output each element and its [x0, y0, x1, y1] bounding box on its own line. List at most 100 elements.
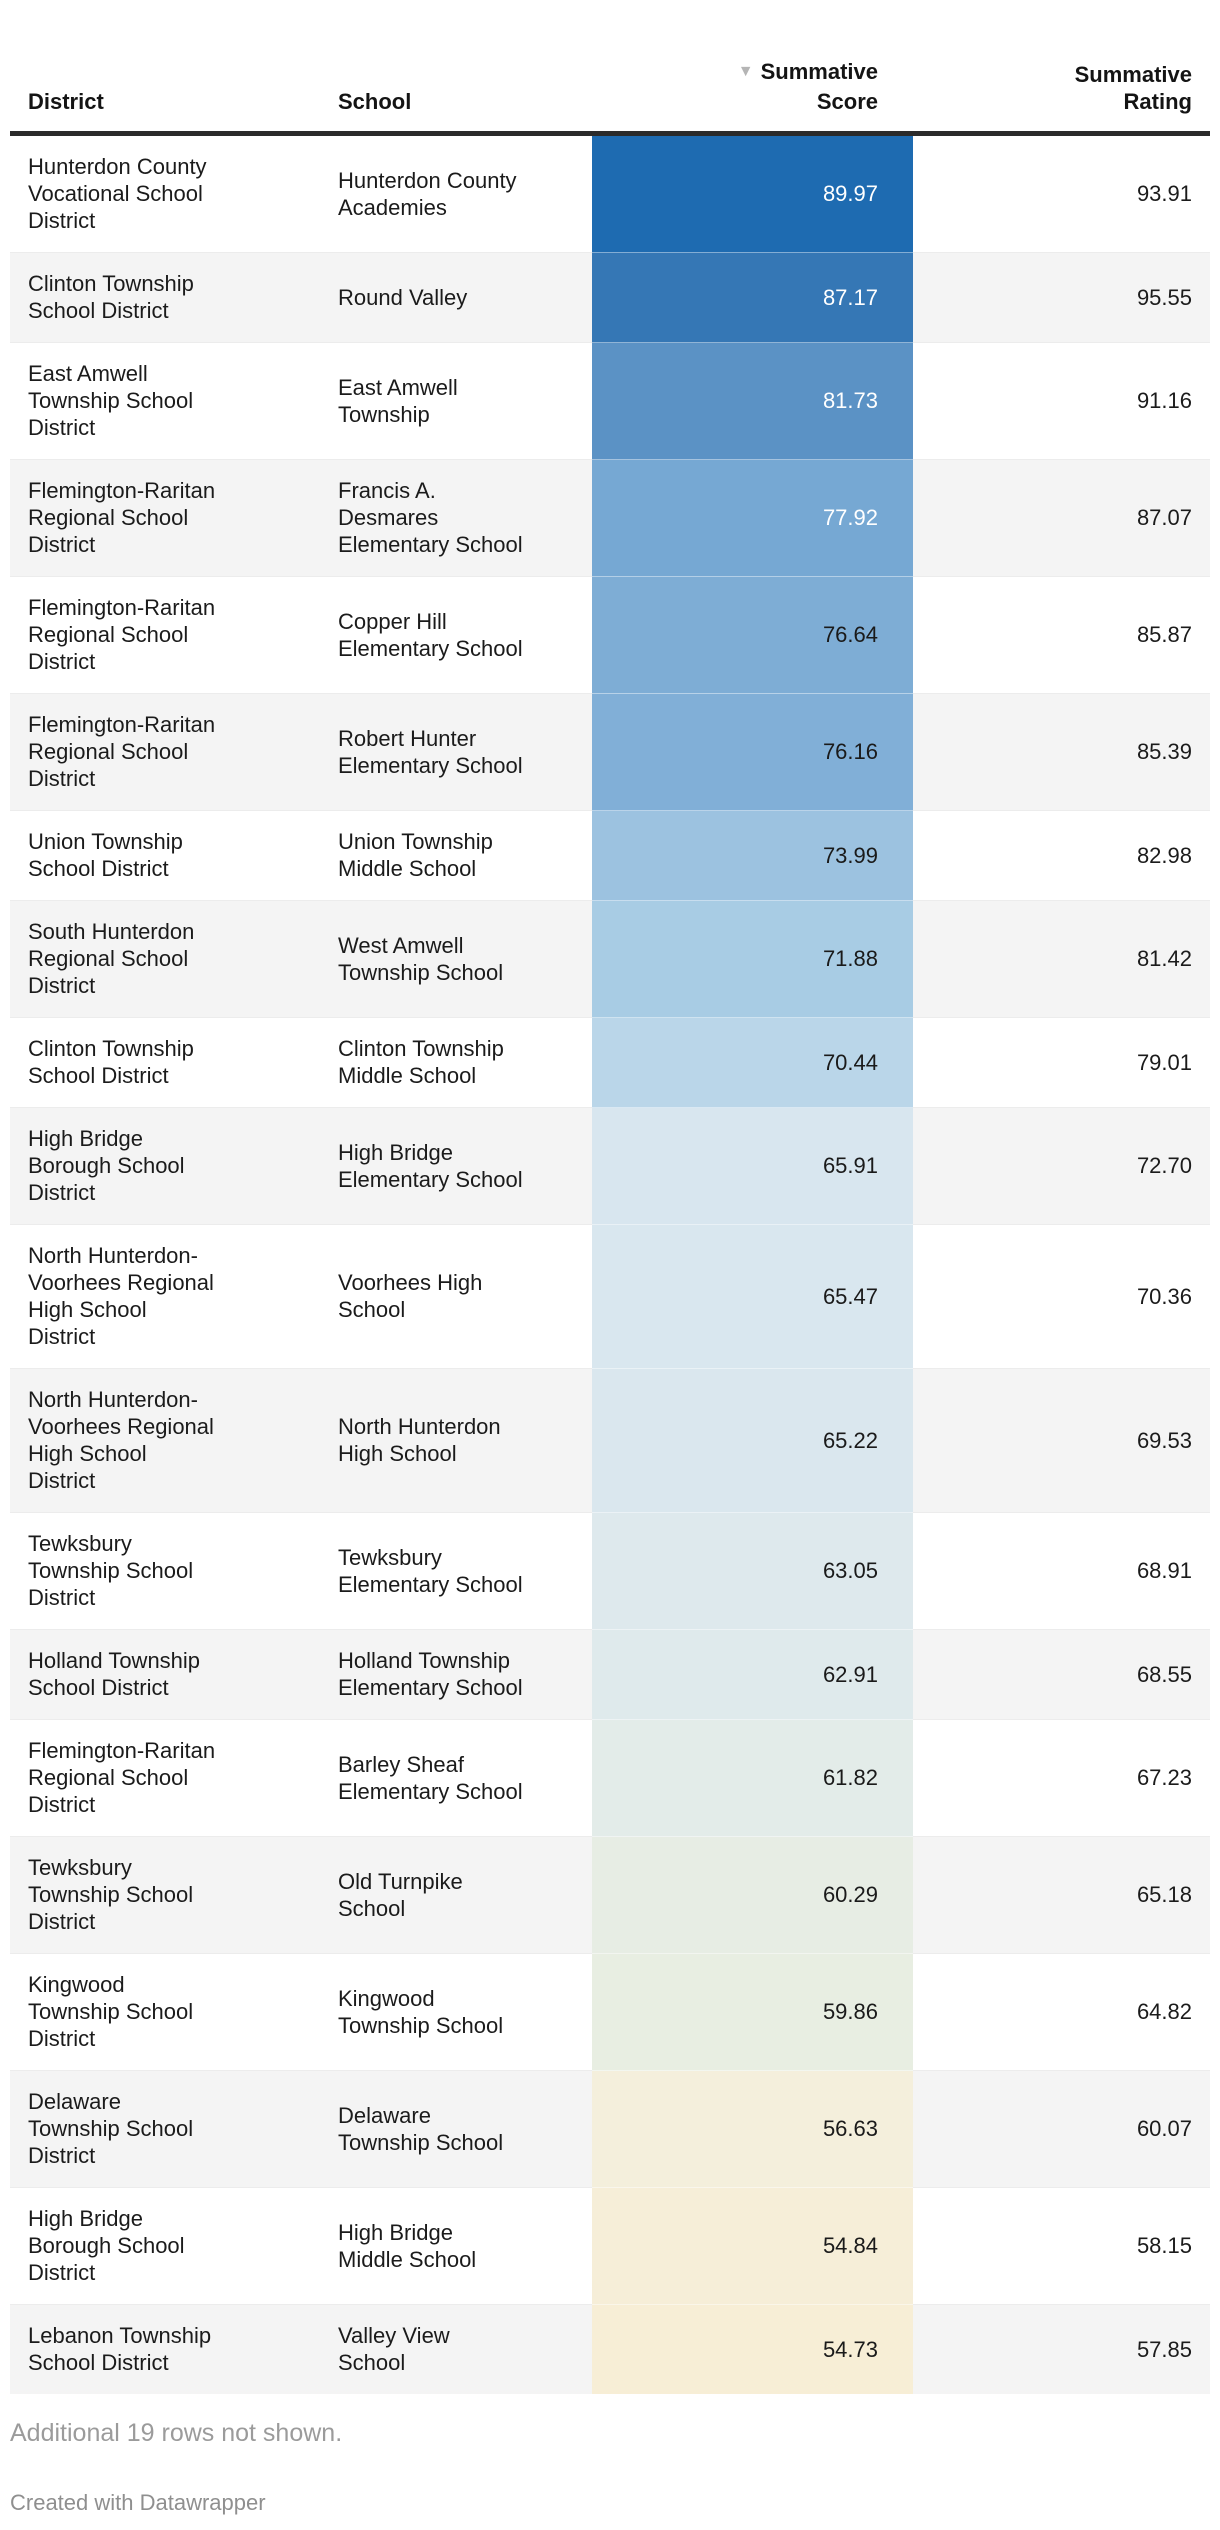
- table-row: Union Township School District Union Town…: [10, 810, 1210, 901]
- summative-score-cell: 54.84: [592, 2187, 913, 2305]
- district-cell: Clinton Township School District: [10, 252, 320, 343]
- district-cell: North Hunterdon- Voorhees Regional High …: [10, 1224, 320, 1369]
- table-row: Kingwood Township School District Kingwoo…: [10, 1953, 1210, 2071]
- school-cell: East Amwell Township: [320, 342, 592, 460]
- sort-descending-icon: ▼: [737, 63, 754, 80]
- district-cell: South Hunterdon Regional School District: [10, 900, 320, 1018]
- summative-rating-cell: 60.07: [913, 2070, 1210, 2188]
- summative-score-cell: 70.44: [592, 1017, 913, 1108]
- summative-score-cell: 76.16: [592, 693, 913, 811]
- rows-not-shown-note: Additional 19 rows not shown.: [10, 2419, 343, 2447]
- summative-score-cell: 65.22: [592, 1368, 913, 1513]
- school-cell: Hunterdon County Academies: [338, 167, 517, 220]
- school-cell: Copper Hill Elementary School: [320, 576, 592, 694]
- district-cell: Clinton Township School District: [10, 1017, 320, 1108]
- summative-score-cell: 81.73: [592, 342, 913, 460]
- table-body: Hunterdon County Vocational School Distr…: [10, 133, 1210, 2394]
- school-cell: Kingwood Township School: [320, 1953, 592, 2071]
- district-cell: High Bridge Borough School District: [10, 2187, 320, 2305]
- district-cell: North Hunterdon- Voorhees Regional High …: [10, 1368, 320, 1513]
- summative-score-cell: 54.73: [592, 2304, 913, 2394]
- table-row: Lebanon Township School District Valley V…: [10, 2304, 1210, 2394]
- school-cell: Voorhees High School: [320, 1224, 592, 1369]
- summative-rating-cell: 87.07: [913, 459, 1210, 577]
- column-header-summative-rating[interactable]: Summative Rating: [913, 0, 1210, 136]
- summative-score-cell: 62.91: [592, 1629, 913, 1720]
- school-cell: Delaware Township School: [320, 2070, 592, 2188]
- table-row: Delaware Township School District Delawar…: [10, 2070, 1210, 2188]
- summative-rating-cell: 57.85: [913, 2304, 1210, 2394]
- summative-score-cell: 63.05: [592, 1512, 913, 1630]
- school-performance-table: District School ▼ Summative Score Summati…: [10, 0, 1210, 2394]
- summative-rating-cell: 68.55: [913, 1629, 1210, 1720]
- summative-rating-cell: 68.91: [913, 1512, 1210, 1630]
- summative-rating-cell: 91.16: [913, 342, 1210, 460]
- table-row: Flemington-Raritan Regional School Distr…: [10, 459, 1210, 577]
- school-cell: Tewksbury Elementary School: [320, 1512, 592, 1630]
- summative-score-cell: 71.88: [592, 900, 913, 1018]
- summative-rating-cell: 82.98: [913, 810, 1210, 901]
- district-cell: Holland Township School District: [10, 1629, 320, 1720]
- table-row: Flemington-Raritan Regional School Distr…: [10, 1719, 1210, 1837]
- district-cell: Flemington-Raritan Regional School Distr…: [10, 693, 320, 811]
- summative-score-cell: 65.47: [592, 1224, 913, 1369]
- summative-rating-cell: 64.82: [913, 1953, 1210, 2071]
- table-row: Holland Township School District Holland …: [10, 1629, 1210, 1720]
- summative-score-cell: 60.29: [592, 1836, 913, 1954]
- summative-rating-cell: 85.87: [913, 576, 1210, 694]
- datawrapper-credit-link[interactable]: Created with Datawrapper: [10, 2490, 266, 2515]
- table-row: East Amwell Township School District East…: [10, 342, 1210, 460]
- district-cell: Delaware Township School District: [10, 2070, 320, 2188]
- summative-rating-cell: 85.39: [913, 693, 1210, 811]
- district-cell: Flemington-Raritan Regional School Distr…: [10, 459, 320, 577]
- school-cell: Union Township Middle School: [320, 810, 592, 901]
- school-cell: West Amwell Township School: [320, 900, 592, 1018]
- summative-rating-cell: 79.01: [913, 1017, 1210, 1108]
- school-cell: Clinton Township Middle School: [320, 1017, 592, 1108]
- school-cell: Francis A. Desmares Elementary School: [320, 459, 592, 577]
- summative-score-cell: 73.99: [592, 810, 913, 901]
- table-row: Tewksbury Township School District Tewksb…: [10, 1512, 1210, 1630]
- summative-rating-cell: 70.36: [913, 1224, 1210, 1369]
- school-cell: Barley Sheaf Elementary School: [320, 1719, 592, 1837]
- district-cell: Flemington-Raritan Regional School Distr…: [10, 1719, 320, 1837]
- district-cell: Flemington-Raritan Regional School Distr…: [10, 576, 320, 694]
- table-row: Clinton Township School District Clinton …: [10, 1017, 1210, 1108]
- summative-score-cell: 87.17: [592, 252, 913, 343]
- table-row: Clinton Township School District Round Va…: [10, 252, 1210, 343]
- district-cell: Union Township School District: [10, 810, 320, 901]
- summative-rating-cell: 67.23: [913, 1719, 1210, 1837]
- summative-rating-cell: 93.91: [1136, 181, 1192, 206]
- table-row: Hunterdon County Vocational School Distr…: [10, 133, 1210, 253]
- summative-score-cell: 59.86: [592, 1953, 913, 2071]
- school-cell: Robert Hunter Elementary School: [320, 693, 592, 811]
- summative-score-cell: 76.64: [592, 576, 913, 694]
- summative-score-cell: 61.82: [592, 1719, 913, 1837]
- table-row: North Hunterdon- Voorhees Regional High …: [10, 1368, 1210, 1513]
- school-cell: North Hunterdon High School: [320, 1368, 592, 1513]
- column-header-district[interactable]: District: [10, 0, 320, 136]
- district-cell: Tewksbury Township School District: [10, 1512, 320, 1630]
- summative-rating-cell: 69.53: [913, 1368, 1210, 1513]
- school-cell: High Bridge Elementary School: [320, 1107, 592, 1225]
- column-header-school[interactable]: School: [320, 0, 592, 136]
- header-row: District School ▼ Summative Score Summati…: [10, 0, 1210, 136]
- summative-rating-cell: 58.15: [913, 2187, 1210, 2305]
- column-header-summative-score-label: Summative Score: [760, 59, 878, 114]
- district-cell: Hunterdon County Vocational School Distr…: [28, 154, 207, 233]
- summative-rating-cell: 72.70: [913, 1107, 1210, 1225]
- summative-score-cell: 65.91: [592, 1107, 913, 1225]
- table-row: South Hunterdon Regional School District…: [10, 900, 1210, 1018]
- district-cell: Tewksbury Township School District: [10, 1836, 320, 1954]
- summative-score-cell: 56.63: [592, 2070, 913, 2188]
- district-cell: Lebanon Township School District: [10, 2304, 320, 2394]
- school-cell: High Bridge Middle School: [320, 2187, 592, 2305]
- district-cell: East Amwell Township School District: [10, 342, 320, 460]
- table-row: Flemington-Raritan Regional School Distr…: [10, 693, 1210, 811]
- summative-rating-cell: 81.42: [913, 900, 1210, 1018]
- summative-score-cell: 89.97: [592, 133, 913, 253]
- summative-score-cell: 77.92: [592, 459, 913, 577]
- column-header-summative-score[interactable]: ▼ Summative Score: [592, 0, 913, 136]
- district-cell: High Bridge Borough School District: [10, 1107, 320, 1225]
